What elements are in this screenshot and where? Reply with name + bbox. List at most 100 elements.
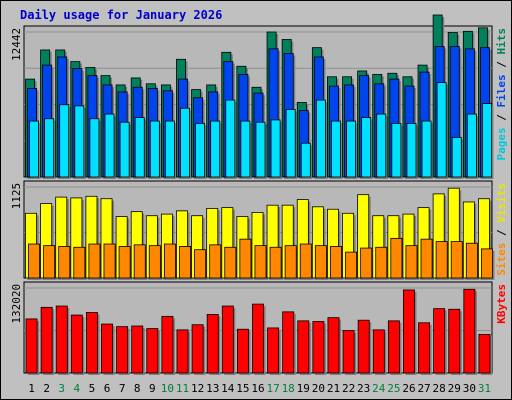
pages-bar xyxy=(225,99,236,178)
sites-bar xyxy=(284,245,297,279)
day-label: 12 xyxy=(191,382,204,395)
pages-bar xyxy=(149,120,160,178)
day-label: 23 xyxy=(357,382,370,395)
day-label: 16 xyxy=(251,382,264,395)
kbytes-bar xyxy=(55,305,68,374)
pages-bar xyxy=(89,118,100,178)
kbytes-bar xyxy=(236,328,249,374)
pages-bar xyxy=(466,113,477,178)
sites-bar xyxy=(28,243,40,279)
day-label: 8 xyxy=(134,382,141,395)
sites-bar xyxy=(269,246,282,279)
legend-entry: Pages xyxy=(495,127,508,160)
sites-bar xyxy=(118,246,131,279)
day-label: 18 xyxy=(282,382,295,395)
kbytes-bar xyxy=(85,312,98,374)
kbytes-bar xyxy=(312,321,325,374)
day-label: 21 xyxy=(327,382,340,395)
legend-entry: Sites xyxy=(495,243,508,276)
sites-bar xyxy=(254,245,267,279)
pages-bar xyxy=(74,105,85,178)
kbytes-bar xyxy=(176,329,189,374)
kbytes-bar xyxy=(342,330,355,374)
sites-bar xyxy=(450,241,463,279)
pages-bar xyxy=(436,82,447,178)
legend-entry: KBytes xyxy=(495,284,508,324)
pages-bar xyxy=(104,113,115,178)
pages-bar xyxy=(195,122,206,178)
sites-bar xyxy=(133,244,146,279)
kbytes-bar xyxy=(357,319,370,374)
kbytes-bar xyxy=(70,314,83,374)
sites-bar xyxy=(330,246,342,279)
sites-bar xyxy=(224,246,237,279)
kbytes-bar xyxy=(191,324,204,374)
day-label: 28 xyxy=(433,382,446,395)
kbytes-bar xyxy=(418,322,431,374)
legend-entry: / xyxy=(495,55,508,75)
kbytes-bar xyxy=(40,306,53,374)
day-label: 4 xyxy=(74,382,81,395)
y-max-label: 12442 xyxy=(10,28,23,61)
sites-bar xyxy=(163,243,176,279)
day-label: 1 xyxy=(28,382,35,395)
kbytes-bar xyxy=(252,303,264,374)
sites-bar xyxy=(435,241,448,279)
sites-bar xyxy=(58,246,71,279)
pages-bar xyxy=(376,113,387,178)
sites-bar xyxy=(465,242,478,279)
pages-bar xyxy=(255,121,266,178)
legend-entry: / xyxy=(495,108,508,128)
kbytes-bar xyxy=(327,317,340,374)
pages-bar xyxy=(270,119,281,178)
kbytes-bar xyxy=(372,329,385,374)
y-max-label: 1125 xyxy=(10,183,23,210)
pages-bar xyxy=(406,122,417,178)
pages-bar xyxy=(119,121,130,178)
kbytes-bar xyxy=(131,325,144,374)
sites-bar xyxy=(73,246,86,279)
pages-bar xyxy=(346,120,357,178)
day-label: 26 xyxy=(402,382,415,395)
pages-bar xyxy=(331,120,341,178)
sites-bar xyxy=(481,248,493,279)
panel-kbytes xyxy=(23,281,493,375)
day-label: 13 xyxy=(206,382,219,395)
sites-bar xyxy=(420,238,433,279)
legend-entry: Visits xyxy=(495,183,508,223)
pages-bar xyxy=(421,120,432,178)
pages-bar xyxy=(29,120,39,178)
day-label: 5 xyxy=(89,382,96,395)
pages-bar xyxy=(59,104,70,178)
day-label: 6 xyxy=(104,382,111,395)
pages-bar xyxy=(391,122,402,178)
legend-visits-sites: Sites / Visits xyxy=(495,183,508,276)
day-label: 30 xyxy=(463,382,476,395)
kbytes-bar xyxy=(448,308,461,374)
day-label: 19 xyxy=(297,382,310,395)
sites-bar xyxy=(360,247,373,279)
pages-bar xyxy=(482,103,492,178)
kbytes-bar xyxy=(433,308,446,374)
day-label: 27 xyxy=(417,382,430,395)
sites-bar xyxy=(209,244,222,279)
day-label: 29 xyxy=(448,382,461,395)
y-max-label: 132020 xyxy=(10,284,23,324)
kbytes-bar xyxy=(116,326,129,374)
day-label: 17 xyxy=(266,382,279,395)
sites-bar xyxy=(299,243,312,279)
kbytes-bar xyxy=(463,288,476,374)
day-label: 22 xyxy=(342,382,355,395)
sites-bar xyxy=(314,245,327,279)
sites-bar xyxy=(239,238,252,279)
day-label: 2 xyxy=(43,382,50,395)
sites-bar xyxy=(375,246,388,279)
day-label: 10 xyxy=(161,382,174,395)
day-label: 20 xyxy=(312,382,325,395)
legend-entry: / xyxy=(495,223,508,243)
kbytes-bar xyxy=(297,320,310,374)
kbytes-bar xyxy=(478,333,491,374)
day-label: 11 xyxy=(176,382,189,395)
day-label: 25 xyxy=(387,382,400,395)
